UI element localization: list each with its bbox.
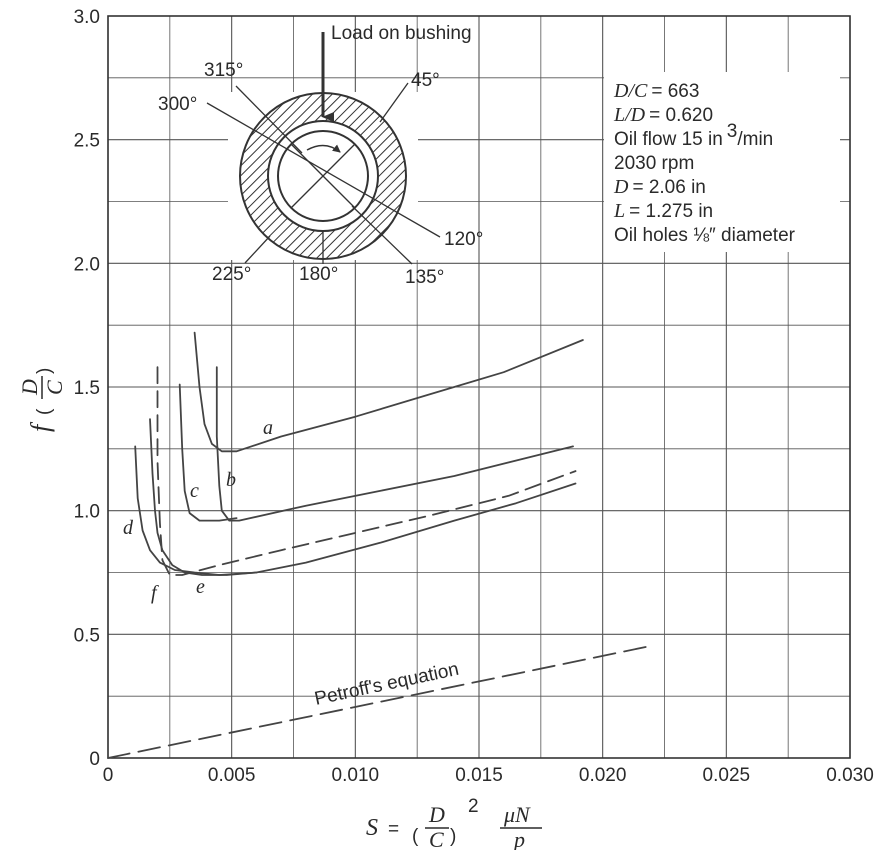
leader-45 bbox=[379, 82, 409, 123]
x-label-exponent: 2 bbox=[468, 796, 479, 817]
series-petroff-s-equation bbox=[107, 645, 649, 759]
axes bbox=[107, 15, 851, 759]
parameter-block: D/C = 663 L/D = 0.620 Oil flow 15 in 3/min … bbox=[604, 72, 840, 252]
journal-diagonal-2 bbox=[290, 143, 356, 209]
petroff-label: Petroff's equation bbox=[313, 659, 461, 710]
y-axis-label: f ( D C ) bbox=[17, 368, 67, 432]
curve-label-a: a bbox=[263, 417, 273, 439]
y-label-rparen: ) bbox=[34, 368, 55, 374]
parameter-background bbox=[604, 72, 840, 252]
x-label-frac2-den: p bbox=[512, 827, 525, 850]
curve-label-d: d bbox=[123, 517, 134, 539]
leader-315 bbox=[235, 85, 303, 154]
series-e bbox=[149, 418, 258, 576]
param-d: D = 2.06 in bbox=[613, 176, 706, 198]
y-tick-label: 0.5 bbox=[74, 625, 100, 646]
y-tick-label: 1.0 bbox=[74, 502, 100, 523]
angle-180: 180° bbox=[299, 264, 338, 285]
y-label-lparen: ( bbox=[34, 408, 55, 415]
angle-315: 315° bbox=[204, 60, 243, 81]
x-tick-label: 0.005 bbox=[208, 765, 256, 786]
leader-225 bbox=[244, 235, 271, 264]
param-rpm: 2030 rpm bbox=[614, 153, 694, 174]
x-label-lparen: ( bbox=[412, 826, 419, 847]
x-label-lhs: S bbox=[366, 815, 378, 841]
rotation-arrow-icon bbox=[306, 144, 341, 153]
y-label-num: D bbox=[17, 379, 42, 396]
y-tick-label: 2.0 bbox=[74, 254, 100, 275]
series-f bbox=[156, 366, 577, 576]
x-tick-label: 0.025 bbox=[703, 765, 751, 786]
x-axis-label: S = ( D C ) 2 μN p bbox=[366, 796, 542, 850]
curve-label-e: e bbox=[196, 576, 205, 598]
series-a bbox=[193, 331, 584, 453]
y-label-den: C bbox=[42, 380, 67, 395]
x-tick-label: 0 bbox=[103, 765, 114, 786]
param-oilflow: Oil flow 15 in 3/min bbox=[614, 121, 773, 150]
tick-labels: 0 0.005 0.010 0.015 0.020 0.025 0.030 0 0.5 1.0 1.… bbox=[74, 7, 874, 786]
x-tick-label: 0.030 bbox=[826, 765, 874, 786]
x-tick-label: 0.010 bbox=[332, 765, 380, 786]
angle-225: 225° bbox=[212, 264, 251, 285]
y-tick-label: 3.0 bbox=[74, 7, 100, 28]
x-label-frac2-num: μN bbox=[503, 802, 531, 827]
data-series bbox=[107, 331, 649, 759]
x-label-eq: = bbox=[388, 819, 399, 840]
curve-label-f: f bbox=[151, 582, 159, 604]
angle-120: 120° bbox=[444, 229, 483, 250]
y-tick-label: 1.5 bbox=[74, 378, 100, 399]
x-label-frac1-den: C bbox=[429, 827, 444, 850]
series-b bbox=[215, 366, 574, 522]
series-d bbox=[134, 445, 577, 576]
x-tick-label: 0.020 bbox=[579, 765, 627, 786]
leader-135 bbox=[351, 205, 413, 265]
curve-label-b: b bbox=[226, 469, 236, 491]
param-dc: D/C = 663 bbox=[613, 80, 699, 102]
series-c bbox=[178, 383, 238, 522]
leader-300-120 bbox=[206, 102, 441, 238]
param-holes: Oil holes ⅛″ diameter bbox=[614, 225, 796, 246]
x-label-frac1-num: D bbox=[428, 802, 445, 827]
y-label-fn: f bbox=[26, 421, 55, 432]
y-tick-label: 0 bbox=[89, 749, 100, 770]
param-ld: L/D = 0.620 bbox=[613, 104, 713, 126]
angle-135: 135° bbox=[405, 267, 444, 288]
angle-300: 300° bbox=[158, 94, 197, 115]
plot-frame bbox=[107, 15, 851, 759]
angle-45: 45° bbox=[411, 70, 440, 91]
bushing-diagram: Load on bushing 315° 300° 45° 120° 135° … bbox=[158, 23, 483, 288]
param-l: L = 1.275 in bbox=[613, 200, 713, 222]
load-label: Load on bushing bbox=[331, 23, 472, 44]
x-label-rparen: ) bbox=[450, 826, 456, 847]
y-tick-label: 2.5 bbox=[74, 131, 100, 152]
curve-label-c: c bbox=[190, 480, 199, 502]
x-tick-label: 0.015 bbox=[455, 765, 503, 786]
